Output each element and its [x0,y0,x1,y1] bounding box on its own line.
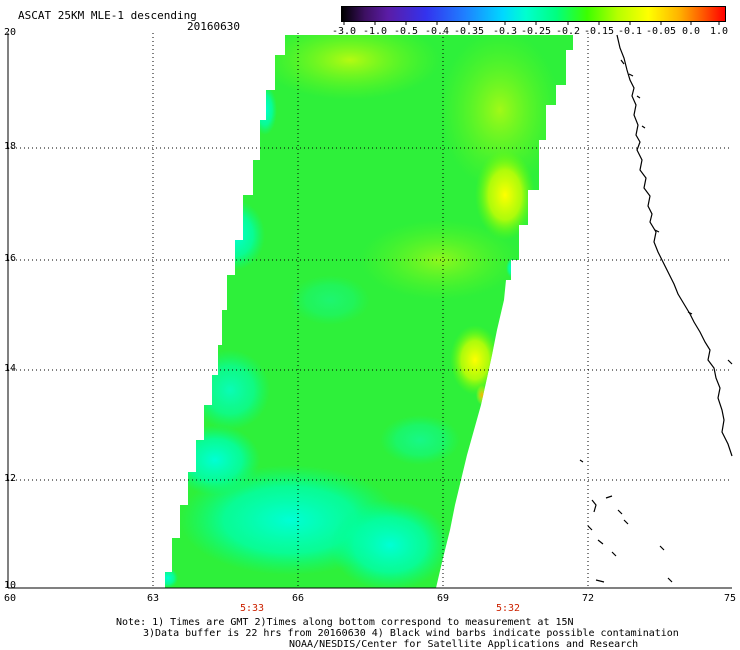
lon-label: 60 [3,593,17,604]
note-line: Note: 1) Times are GMT 2)Times along bot… [116,617,574,628]
lat-label: 14 [4,363,17,374]
colorbar-tick-label: -0.05 [645,26,677,37]
colorbar-tick-label: -0.3 [492,26,518,37]
lat-label: 20 [4,27,17,38]
lon-label: 72 [581,593,595,604]
credit-line: NOAA/NESDIS/Center for Satellite Applica… [289,639,639,650]
colorbar-tick-label: -0.25 [520,26,552,37]
map-date: 20160630 [187,20,240,33]
colorbar-tick-label: -0.4 [424,26,450,37]
colorbar-tick-label: -0.5 [393,26,419,37]
colorbar-tick-label: 1.0 [709,26,729,37]
lon-label: 69 [436,593,450,604]
graticule [8,33,732,588]
colorbar-tick-label: -3.0 [331,26,357,37]
pass-time-label: 5:33 [239,603,265,614]
colorbar-tick-label: -0.2 [555,26,581,37]
colorbar-tick-label: -0.15 [583,26,615,37]
colorbar [341,6,726,22]
wind-swath [165,35,573,588]
colorbar-tick-label: -0.1 [617,26,643,37]
map-title: ASCAT 25KM MLE-1 descending [18,9,197,22]
lat-label: 12 [4,473,17,484]
lat-label: 10 [4,580,17,591]
coastline [579,34,733,583]
lon-label: 66 [291,593,305,604]
colorbar-tick-label: 0.0 [681,26,701,37]
pass-time-label: 5:32 [495,603,521,614]
colorbar-tick-label: -1.0 [362,26,388,37]
lat-label: 16 [4,253,17,264]
colorbar-tick-label: -0.35 [453,26,485,37]
lat-label: 18 [4,141,17,152]
note-line: 3)Data buffer is 22 hrs from 20160630 4)… [143,628,679,639]
lon-label: 63 [146,593,160,604]
lon-label: 75 [723,593,737,604]
